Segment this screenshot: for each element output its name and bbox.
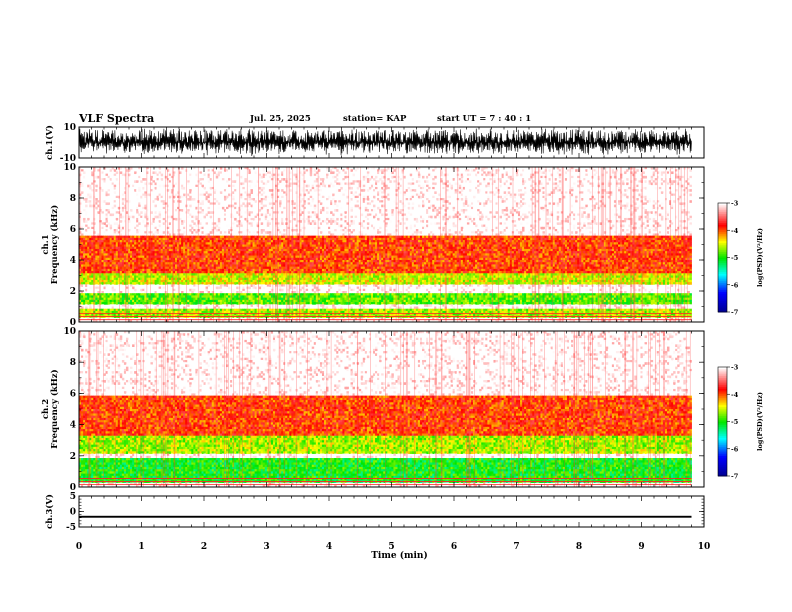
xtick-label: 2 [201,542,207,552]
ch1-spectrogram-colorbar: -3 -4 -5 -6 -7 log(PSD)(V²/Hz) [718,200,764,317]
xtick-label: 0 [76,542,82,552]
ch1-spectrogram-ytick-label: 4 [70,256,76,266]
ch2-spectrogram-colorbar-label: log(PSD)(V²/Hz) [756,392,764,451]
ch1-spectrogram-ylabel: Frequency (kHz) [49,205,60,284]
ch2-spectrogram-colorbar: -3 -4 -5 -6 -7 log(PSD)(V²/Hz) [718,364,764,481]
ch2-spectrogram-ytick-label: 8 [70,358,76,368]
ch1-waveform-ytick-label: 10 [63,123,76,133]
ch2-spectrogram-colorbar-tick: -4 [731,391,739,399]
xtick-label: 3 [263,542,269,552]
xtick-label: 7 [513,542,519,552]
ch1-waveform-ylabel: ch.1(V) [44,125,55,160]
ch1-spectrogram-colorbar-label: log(PSD)(V²/Hz) [756,228,764,287]
xtick-label: 10 [698,542,711,552]
ch2-spectrogram-ytick-label: 10 [63,327,76,337]
ch3-trace-band [79,516,692,518]
ch1-spectrogram-colorbar-tick: -5 [731,254,739,262]
ch3-waveform-axes: 5 0 -5 ch.3(V) [44,492,704,533]
xtick-label: 8 [576,542,582,552]
ch2-spectrogram-ytick-label: 4 [70,421,76,431]
ch2-spectrogram-colorbar-tick: -5 [731,418,739,426]
ch2-spectrogram-colorbar-tick: -6 [731,445,739,453]
x-axis-label: Time (min) [371,550,428,561]
ch1-spectrogram-ytick-label: 6 [70,225,76,235]
ch1-waveform-trace [79,129,692,156]
xtick-label: 4 [326,542,332,552]
ch3-waveform-ylabel: ch.3(V) [44,494,55,529]
ch1-trace-line [79,129,692,156]
ch2-spectrogram-ytick-label: 2 [70,452,76,462]
ch1-spectrogram-ytick-label: 2 [70,287,76,297]
xtick-label: 1 [138,542,144,552]
xtick-label: 6 [451,542,457,552]
ch2-spectrogram-colorbar-tick: -3 [731,364,739,372]
ch2-spectrogram-ytick-label: 6 [70,389,76,399]
ch1-spectrogram-ytick-label: 8 [70,194,76,204]
xtick-label: 9 [638,542,644,552]
ch3-waveform-trace [79,516,692,518]
ch1-spectrogram-colorbar-tick: -4 [731,227,739,235]
ch1-spectrogram-ytick-label: 10 [63,163,76,173]
ch2-spectrogram-ylabel: Frequency (kHz) [49,369,60,448]
figure: 10-10ch.1(V)0246810ch.1 Frequency (kHz)02… [0,0,792,612]
ch2-spectrogram-colorbar-tick: -7 [731,473,738,481]
ch3-waveform-ytick-label: 5 [70,492,76,502]
ch3-waveform-ytick-label: 0 [70,508,76,518]
ch1-spectrogram-heatmap [79,167,692,322]
ch1-spectrogram-colorbar-tick: -7 [731,309,738,317]
ch1-spectrogram-colorbar-tick: -6 [731,281,739,289]
data-layer [79,129,692,518]
ch2-spectrogram-heatmap [79,331,692,487]
ch1-spectrogram-colorbar-tick: -3 [731,200,739,208]
ch3-waveform-ytick-label: -5 [66,523,76,533]
